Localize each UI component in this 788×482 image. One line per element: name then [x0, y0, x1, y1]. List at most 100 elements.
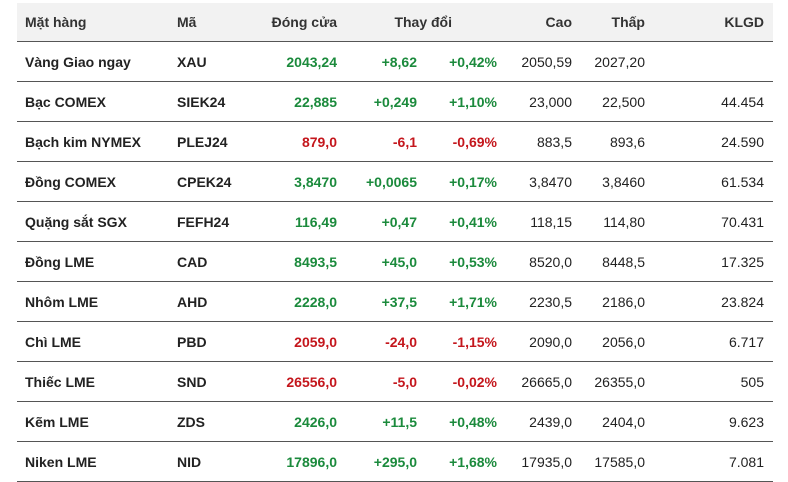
cell-close: 3,8470	[257, 161, 337, 202]
cell-change: -6,1	[337, 121, 417, 162]
table-row: Đồng LME CAD 8493,5 +45,0 +0,53% 8520,0 8448,5…	[17, 241, 773, 282]
table-row: Quặng sắt SGX FEFH24 116,49 +0,47 +0,41% 118,…	[17, 201, 773, 242]
cell-change: +295,0	[337, 441, 417, 482]
cell-change-percent: +0,48%	[417, 401, 497, 442]
header-code: Mã	[177, 3, 257, 42]
header-commodity: Mặt hàng	[17, 3, 177, 42]
cell-low: 114,80	[572, 201, 645, 242]
cell-code: CAD	[177, 241, 257, 282]
cell-high: 2439,0	[497, 401, 572, 442]
table-body: Vàng Giao ngay XAU 2043,24 +8,62 +0,42% 2050,…	[17, 41, 773, 482]
cell-volume: 17.325	[645, 241, 773, 282]
cell-low: 17585,0	[572, 441, 645, 482]
cell-close: 2043,24	[257, 41, 337, 82]
header-high: Cao	[497, 3, 572, 42]
table-row: Niken LME NID 17896,0 +295,0 +1,68% 17935,0 17…	[17, 441, 773, 482]
cell-change: +8,62	[337, 41, 417, 82]
table-row: Kẽm LME ZDS 2426,0 +11,5 +0,48% 2439,0 2404,0 9…	[17, 401, 773, 442]
cell-low: 3,8460	[572, 161, 645, 202]
cell-close: 2059,0	[257, 321, 337, 362]
header-row: Mặt hàng Mã Đóng cửa Thay đổi Cao Thấp K…	[17, 3, 773, 42]
cell-change-percent: +1,10%	[417, 81, 497, 122]
cell-close: 116,49	[257, 201, 337, 242]
cell-close: 22,885	[257, 81, 337, 122]
cell-change-percent: -0,02%	[417, 361, 497, 402]
cell-change: -5,0	[337, 361, 417, 402]
cell-code: SIEK24	[177, 81, 257, 122]
cell-code: XAU	[177, 41, 257, 82]
table-header: Mặt hàng Mã Đóng cửa Thay đổi Cao Thấp K…	[17, 3, 773, 42]
cell-close: 879,0	[257, 121, 337, 162]
commodity-price-table-container: Mặt hàng Mã Đóng cửa Thay đổi Cao Thấp K…	[17, 3, 773, 482]
commodity-price-table: Mặt hàng Mã Đóng cửa Thay đổi Cao Thấp K…	[17, 3, 773, 482]
table-row: Bạch kim NYMEX PLEJ24 879,0 -6,1 -0,69% 883,5…	[17, 121, 773, 162]
cell-high: 883,5	[497, 121, 572, 162]
cell-change-percent: -0,69%	[417, 121, 497, 162]
header-close: Đóng cửa	[257, 3, 337, 42]
cell-change: +37,5	[337, 281, 417, 322]
cell-low: 893,6	[572, 121, 645, 162]
cell-code: FEFH24	[177, 201, 257, 242]
cell-change: +0,0065	[337, 161, 417, 202]
cell-close: 8493,5	[257, 241, 337, 282]
cell-volume: 24.590	[645, 121, 773, 162]
cell-commodity: Quặng sắt SGX	[17, 201, 177, 242]
cell-change-percent: +0,53%	[417, 241, 497, 282]
cell-high: 23,000	[497, 81, 572, 122]
cell-high: 2230,5	[497, 281, 572, 322]
table-row: Nhôm LME AHD 2228,0 +37,5 +1,71% 2230,5 2186,0…	[17, 281, 773, 322]
cell-change: +0,249	[337, 81, 417, 122]
cell-commodity: Đồng LME	[17, 241, 177, 282]
cell-high: 2050,59	[497, 41, 572, 82]
table-row: Vàng Giao ngay XAU 2043,24 +8,62 +0,42% 2050,…	[17, 41, 773, 82]
cell-low: 2404,0	[572, 401, 645, 442]
cell-change-percent: +0,17%	[417, 161, 497, 202]
cell-volume	[645, 41, 773, 82]
cell-volume: 70.431	[645, 201, 773, 242]
cell-commodity: Chì LME	[17, 321, 177, 362]
table-row: Thiếc LME SND 26556,0 -5,0 -0,02% 26665,0 2635…	[17, 361, 773, 402]
cell-volume: 23.824	[645, 281, 773, 322]
table-row: Chì LME PBD 2059,0 -24,0 -1,15% 2090,0 2056,0 6…	[17, 321, 773, 362]
cell-low: 22,500	[572, 81, 645, 122]
cell-commodity: Nhôm LME	[17, 281, 177, 322]
cell-high: 2090,0	[497, 321, 572, 362]
cell-code: CPEK24	[177, 161, 257, 202]
cell-change: +45,0	[337, 241, 417, 282]
cell-code: ZDS	[177, 401, 257, 442]
cell-volume: 505	[645, 361, 773, 402]
cell-low: 2027,20	[572, 41, 645, 82]
table-row: Bạc COMEX SIEK24 22,885 +0,249 +1,10% 23,000 2…	[17, 81, 773, 122]
cell-volume: 9.623	[645, 401, 773, 442]
cell-high: 8520,0	[497, 241, 572, 282]
cell-high: 26665,0	[497, 361, 572, 402]
cell-commodity: Bạch kim NYMEX	[17, 121, 177, 162]
cell-commodity: Đồng COMEX	[17, 161, 177, 202]
cell-volume: 44.454	[645, 81, 773, 122]
cell-close: 17896,0	[257, 441, 337, 482]
cell-code: SND	[177, 361, 257, 402]
cell-code: NID	[177, 441, 257, 482]
cell-low: 2186,0	[572, 281, 645, 322]
cell-close: 2426,0	[257, 401, 337, 442]
cell-volume: 6.717	[645, 321, 773, 362]
cell-change: +0,47	[337, 201, 417, 242]
cell-close: 26556,0	[257, 361, 337, 402]
cell-low: 2056,0	[572, 321, 645, 362]
table-row: Đồng COMEX CPEK24 3,8470 +0,0065 +0,17% 3,847…	[17, 161, 773, 202]
cell-close: 2228,0	[257, 281, 337, 322]
cell-commodity: Vàng Giao ngay	[17, 41, 177, 82]
cell-code: AHD	[177, 281, 257, 322]
cell-commodity: Bạc COMEX	[17, 81, 177, 122]
cell-change-percent: +0,41%	[417, 201, 497, 242]
header-volume: KLGD	[645, 3, 773, 42]
cell-change-percent: +1,71%	[417, 281, 497, 322]
cell-code: PBD	[177, 321, 257, 362]
cell-low: 26355,0	[572, 361, 645, 402]
cell-high: 17935,0	[497, 441, 572, 482]
cell-low: 8448,5	[572, 241, 645, 282]
cell-code: PLEJ24	[177, 121, 257, 162]
header-low: Thấp	[572, 3, 645, 42]
cell-commodity: Thiếc LME	[17, 361, 177, 402]
cell-change-percent: -1,15%	[417, 321, 497, 362]
